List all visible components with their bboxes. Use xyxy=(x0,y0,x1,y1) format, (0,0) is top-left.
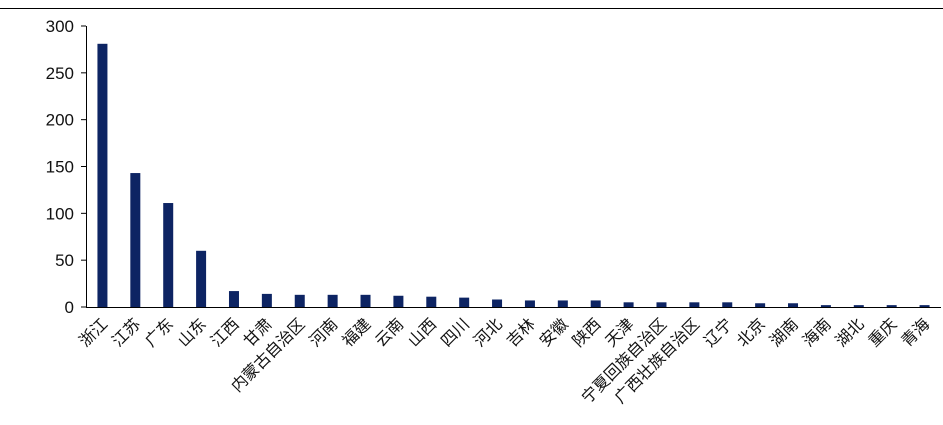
x-tick-label: 福建 xyxy=(338,314,374,350)
x-tick-label: 吉林 xyxy=(503,314,539,350)
bar xyxy=(97,43,108,308)
bar xyxy=(196,250,207,307)
bar xyxy=(163,203,174,307)
bar xyxy=(524,300,535,307)
bar xyxy=(689,302,700,307)
x-tick-label: 云南 xyxy=(371,314,407,350)
x-tick-label: 北京 xyxy=(733,314,769,350)
y-tick-label: 100 xyxy=(46,204,74,223)
bar xyxy=(722,302,733,307)
x-tick-label: 四川 xyxy=(437,314,473,350)
x-tick-label: 青海 xyxy=(897,314,933,350)
bar xyxy=(853,305,864,307)
bar xyxy=(327,294,338,307)
bar xyxy=(590,300,601,307)
bar xyxy=(755,303,766,307)
x-tick-label: 辽宁 xyxy=(700,314,736,350)
bar xyxy=(393,295,404,307)
x-tick-label: 重庆 xyxy=(864,314,900,350)
bar xyxy=(886,305,897,307)
bar xyxy=(820,305,831,307)
bar xyxy=(261,293,272,307)
y-tick-label: 300 xyxy=(46,17,74,36)
x-tick-label: 湖北 xyxy=(832,314,868,350)
x-tick-label: 江西 xyxy=(207,314,243,350)
bar xyxy=(426,296,437,307)
x-tick-label: 广东 xyxy=(141,314,177,350)
x-axis: 浙江江苏广东山东江西甘肃内蒙古自治区河南福建云南山西四川河北吉林安徽陕西天津宁夏… xyxy=(75,307,941,407)
y-tick-label: 250 xyxy=(46,64,74,83)
x-tick-label: 河北 xyxy=(470,314,506,350)
x-tick-label: 海南 xyxy=(799,314,835,350)
y-tick-label: 0 xyxy=(65,298,74,317)
x-tick-label: 湖南 xyxy=(766,314,802,350)
bar xyxy=(130,173,141,307)
bar xyxy=(788,303,799,307)
y-tick-label: 200 xyxy=(46,111,74,130)
bar xyxy=(228,291,239,307)
x-tick-label: 山东 xyxy=(174,314,210,350)
bar xyxy=(623,302,634,307)
y-axis: 0 50 100 150 200 250 300 xyxy=(46,17,87,317)
bar xyxy=(360,294,371,307)
x-tick-label: 江苏 xyxy=(108,314,144,350)
bar xyxy=(294,294,305,307)
x-tick-label: 陕西 xyxy=(568,314,604,350)
bar xyxy=(557,300,568,307)
bar xyxy=(492,299,503,307)
y-tick-label: 150 xyxy=(46,158,74,177)
x-tick-label: 浙江 xyxy=(75,314,111,350)
x-tick-label: 安徽 xyxy=(536,314,572,350)
bars xyxy=(97,43,930,308)
bar xyxy=(919,305,930,307)
x-tick-label: 河南 xyxy=(305,314,341,350)
y-tick-label: 50 xyxy=(55,251,74,270)
bar xyxy=(656,302,667,307)
bar xyxy=(459,297,470,307)
x-tick-label: 山西 xyxy=(404,314,440,350)
